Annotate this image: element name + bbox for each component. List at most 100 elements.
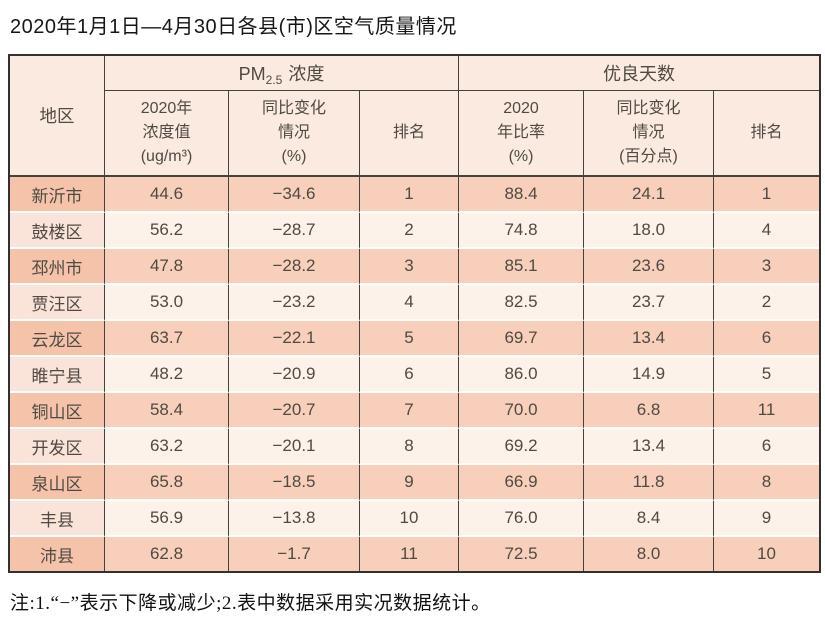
value-cell: 72.5 (459, 537, 585, 571)
value-cell: −20.7 (229, 393, 360, 429)
value-cell: 13.4 (584, 429, 715, 465)
value-cell: −34.6 (229, 177, 360, 213)
header-pm-change: 同比变化 情况 (%) (229, 91, 360, 177)
value-cell: 56.2 (105, 213, 229, 249)
value-cell: 66.9 (459, 465, 585, 501)
table-row: 邳州市 47.8 −28.2 3 85.1 23.6 3 (10, 249, 820, 285)
value-cell: 13.4 (584, 321, 715, 357)
value-cell: 70.0 (459, 393, 585, 429)
table-body: 新沂市 44.6 −34.6 1 88.4 24.1 1 鼓楼区 56.2 −28.7 2 74.8 1… (10, 177, 820, 571)
value-cell: 11.8 (584, 465, 715, 501)
value-cell: −20.9 (229, 357, 360, 393)
value-cell: 6 (714, 321, 820, 357)
header-concentration: 2020年 浓度值 (ug/m³) (105, 91, 229, 177)
value-cell: 14.9 (584, 357, 715, 393)
value-cell: 5 (360, 321, 460, 357)
value-cell: −28.7 (229, 213, 360, 249)
region-cell: 贾汪区 (10, 285, 105, 321)
value-cell: −13.8 (229, 501, 360, 537)
value-cell: 8.4 (584, 501, 715, 537)
value-cell: 18.0 (584, 213, 715, 249)
value-cell: 88.4 (459, 177, 585, 213)
value-cell: −18.5 (229, 465, 360, 501)
header-ratio: 2020 年比率 (%) (459, 91, 585, 177)
value-cell: 5 (714, 357, 820, 393)
region-cell: 新沂市 (10, 177, 105, 213)
value-cell: 3 (714, 249, 820, 285)
value-cell: −20.1 (229, 429, 360, 465)
value-cell: 9 (360, 465, 460, 501)
value-cell: 65.8 (105, 465, 229, 501)
region-cell: 睢宁县 (10, 357, 105, 393)
value-cell: 74.8 (459, 213, 585, 249)
value-cell: 63.2 (105, 429, 229, 465)
value-cell: 9 (714, 501, 820, 537)
value-cell: 62.8 (105, 537, 229, 571)
value-cell: 1 (714, 177, 820, 213)
table-row: 开发区 63.2 −20.1 8 69.2 13.4 6 (10, 429, 820, 465)
header-days-rank: 排名 (714, 91, 820, 177)
value-cell: 44.6 (105, 177, 229, 213)
value-cell: 53.0 (105, 285, 229, 321)
value-cell: 7 (360, 393, 460, 429)
region-cell: 泉山区 (10, 465, 105, 501)
value-cell: 82.5 (459, 285, 585, 321)
table-row: 铜山区 58.4 −20.7 7 70.0 6.8 11 (10, 393, 820, 429)
value-cell: 63.7 (105, 321, 229, 357)
region-cell: 沛县 (10, 537, 105, 571)
region-cell: 云龙区 (10, 321, 105, 357)
region-cell: 铜山区 (10, 393, 105, 429)
value-cell: 11 (714, 393, 820, 429)
header-group-pm25: PM2.5 浓度 (105, 56, 460, 91)
footnote: 注:1.“−”表示下降或减少;2.表中数据采用实况数据统计。 (10, 593, 491, 614)
table-row: 贾汪区 53.0 −23.2 4 82.5 23.7 2 (10, 285, 820, 321)
air-quality-table: 地区 PM2.5 浓度 优良天数 2020年 浓度值 (ug/m³) 同比变化 情… (8, 54, 822, 573)
table-row: 沛县 62.8 −1.7 11 72.5 8.0 10 (10, 537, 820, 571)
value-cell: 2 (360, 213, 460, 249)
table-header: 地区 PM2.5 浓度 优良天数 2020年 浓度值 (ug/m³) 同比变化 情… (10, 56, 820, 177)
value-cell: 86.0 (459, 357, 585, 393)
value-cell: 24.1 (584, 177, 715, 213)
region-cell: 鼓楼区 (10, 213, 105, 249)
pm25-subscript: 2.5 (265, 72, 283, 87)
value-cell: 76.0 (459, 501, 585, 537)
value-cell: 2 (714, 285, 820, 321)
value-cell: 4 (714, 213, 820, 249)
header-sub-row: 2020年 浓度值 (ug/m³) 同比变化 情况 (%) 排名 2020 年比… (10, 91, 820, 177)
value-cell: 1 (360, 177, 460, 213)
value-cell: 10 (714, 537, 820, 571)
value-cell: 69.7 (459, 321, 585, 357)
header-pm-rank: 排名 (360, 91, 460, 177)
region-cell: 邳州市 (10, 249, 105, 285)
table-row: 云龙区 63.7 −22.1 5 69.7 13.4 6 (10, 321, 820, 357)
value-cell: −22.1 (229, 321, 360, 357)
value-cell: −23.2 (229, 285, 360, 321)
value-cell: 48.2 (105, 357, 229, 393)
value-cell: 23.6 (584, 249, 715, 285)
value-cell: 47.8 (105, 249, 229, 285)
region-cell: 开发区 (10, 429, 105, 465)
header-group-row: 地区 PM2.5 浓度 优良天数 (10, 56, 820, 177)
value-cell: 3 (360, 249, 460, 285)
header-group-good-days: 优良天数 (459, 56, 820, 91)
table-row: 泉山区 65.8 −18.5 9 66.9 11.8 8 (10, 465, 820, 501)
pm25-label: PM2.5 浓度 (239, 64, 325, 87)
header-days-change: 同比变化 情况 (百分点) (584, 91, 715, 177)
value-cell: 8 (714, 465, 820, 501)
value-cell: 23.7 (584, 285, 715, 321)
value-cell: 6.8 (584, 393, 715, 429)
value-cell: 10 (360, 501, 460, 537)
value-cell: −28.2 (229, 249, 360, 285)
region-cell: 丰县 (10, 501, 105, 537)
value-cell: 6 (360, 357, 460, 393)
value-cell: 4 (360, 285, 460, 321)
value-cell: −1.7 (229, 537, 360, 571)
value-cell: 58.4 (105, 393, 229, 429)
table-row: 睢宁县 48.2 −20.9 6 86.0 14.9 5 (10, 357, 820, 393)
value-cell: 85.1 (459, 249, 585, 285)
table-row: 鼓楼区 56.2 −28.7 2 74.8 18.0 4 (10, 213, 820, 249)
value-cell: 8 (360, 429, 460, 465)
value-cell: 6 (714, 429, 820, 465)
table-row: 丰县 56.9 −13.8 10 76.0 8.4 9 (10, 501, 820, 537)
